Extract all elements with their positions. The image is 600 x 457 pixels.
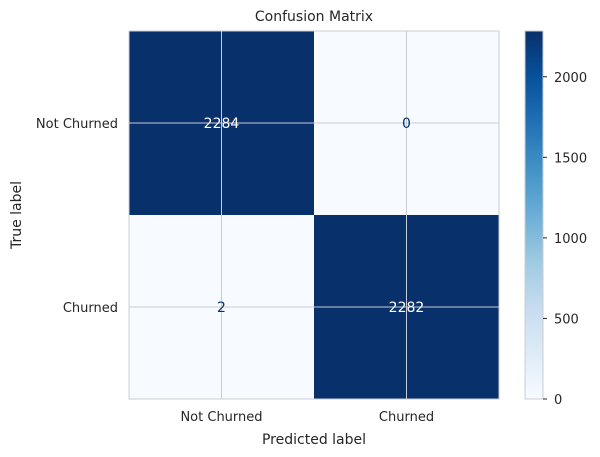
matrix-gridlines <box>129 31 499 399</box>
chart-title: Confusion Matrix <box>255 9 373 25</box>
cell-value-label: 2284 <box>204 116 240 132</box>
colorbar-tick-label: 2000 <box>554 71 587 86</box>
cell-value-label: 2 <box>217 300 226 316</box>
x-tick-label: Not Churned <box>180 410 262 425</box>
x-tick-labels: Not Churned Churned <box>180 410 434 425</box>
x-tick-label: Churned <box>379 410 434 425</box>
matrix-frame <box>128 30 500 400</box>
colorbar-tick-label: 0 <box>554 393 562 408</box>
matrix-cells <box>129 31 499 399</box>
cell-value-label: 0 <box>402 116 411 132</box>
cell-value-label: 2282 <box>389 300 425 316</box>
y-axis-label: True label <box>9 181 25 250</box>
colorbar-tick-label: 1500 <box>554 151 587 166</box>
colorbar <box>524 30 544 400</box>
colorbar-tick-label: 1000 <box>554 232 587 247</box>
y-tick-label: Churned <box>63 301 118 316</box>
y-tick-labels: Not Churned Churned <box>36 117 118 316</box>
cell-value-labels: 2284 0 2 2282 <box>204 116 425 316</box>
colorbar-tick-label: 500 <box>554 312 579 327</box>
y-tick-label: Not Churned <box>36 117 118 132</box>
colorbar-tick-labels: 0 500 1000 1500 2000 <box>543 71 587 408</box>
x-axis-label: Predicted label <box>262 432 366 448</box>
